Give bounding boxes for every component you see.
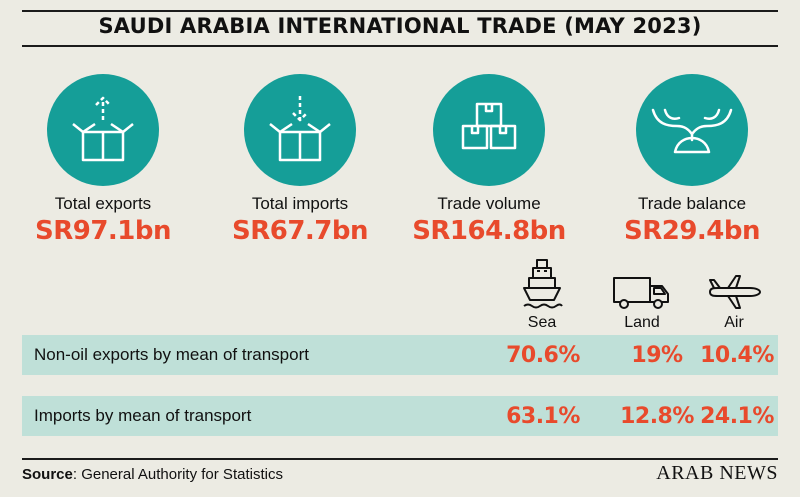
stat-label: Trade balance: [637, 194, 747, 213]
mode-air: Air: [694, 256, 774, 332]
stacked-boxes-icon: [461, 102, 517, 150]
stat-value: SR29.4bn: [623, 216, 761, 246]
row-label: Imports by mean of transport: [34, 406, 252, 425]
stat-label: Trade volume: [437, 194, 541, 213]
stat-value: SR164.8bn: [412, 216, 566, 246]
airplane-icon: [709, 275, 761, 309]
row-imports: Imports by mean of transport 63.1% 12.8%…: [22, 396, 778, 436]
mode-land: Land: [602, 256, 682, 332]
value-air: 10.4%: [700, 342, 774, 368]
page-title: SAUDI ARABIA INTERNATIONAL TRADE (MAY 20…: [98, 14, 702, 38]
mode-label: Sea: [527, 314, 557, 331]
stat-value: SR67.7bn: [231, 216, 369, 246]
value-sea: 70.6%: [506, 342, 580, 368]
stat-trade-balance: Trade balance SR29.4bn: [602, 74, 782, 246]
source-text: : General Authority for Statistics: [72, 466, 283, 483]
mode-sea: Sea: [502, 256, 582, 332]
stat-circle: [244, 74, 356, 186]
stat-trade-volume: Trade volume SR164.8bn: [399, 74, 579, 246]
stat-circle: [433, 74, 545, 186]
footer-rule: [22, 458, 778, 460]
stat-label: Total imports: [251, 194, 349, 213]
stat-total-imports: Total imports SR67.7bn: [210, 74, 390, 246]
stat-total-exports: Total exports SR97.1bn: [13, 74, 193, 246]
stat-label: Total exports: [54, 194, 152, 213]
value-sea: 63.1%: [506, 403, 580, 429]
title-underline: [22, 45, 778, 47]
brand-logo: ARAB NEWS: [656, 462, 778, 484]
stat-circle: [636, 74, 748, 186]
top-rule: [22, 10, 778, 12]
ship-icon: [523, 259, 563, 309]
mode-label: Land: [624, 314, 660, 331]
value-air: 24.1%: [700, 403, 774, 429]
box-import-icon: [269, 96, 331, 162]
source-label: Source: [22, 466, 73, 483]
mode-label: Air: [724, 314, 744, 331]
stat-value: SR97.1bn: [34, 216, 172, 246]
box-export-icon: [72, 96, 134, 162]
value-land: 19%: [631, 342, 683, 368]
truck-icon: [613, 277, 669, 309]
source-note: Source: General Authority for Statistics: [22, 466, 283, 483]
row-label: Non-oil exports by mean of transport: [34, 345, 309, 364]
row-non-oil-exports: Non-oil exports by mean of transport 70.…: [22, 335, 778, 375]
value-land: 12.8%: [620, 403, 694, 429]
balance-scale-icon: [651, 108, 733, 154]
stat-circle: [47, 74, 159, 186]
